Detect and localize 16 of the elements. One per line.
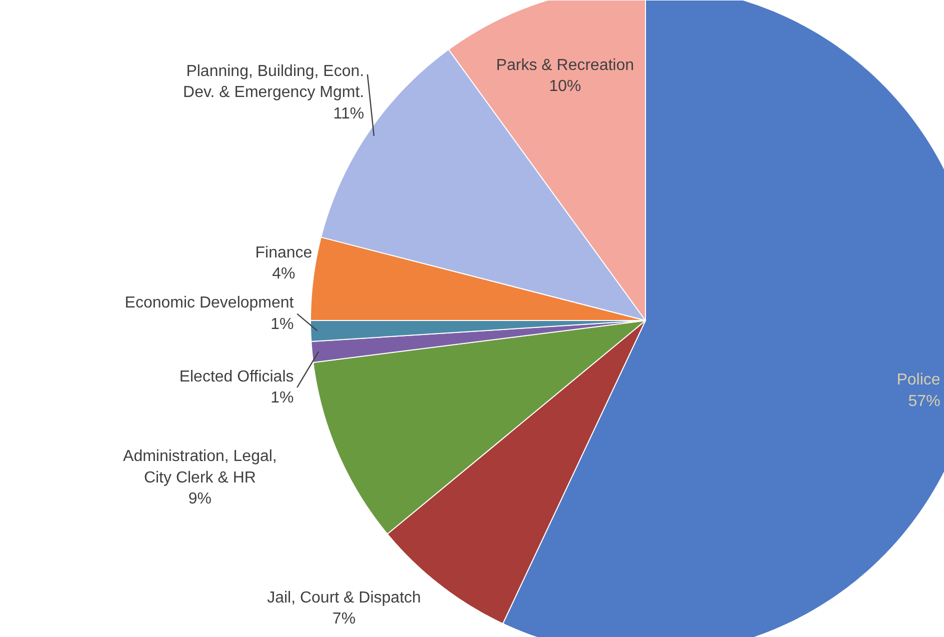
slice-label: Elected Officials	[179, 368, 294, 386]
slice-label: Administration, Legal, City Clerk & HR	[123, 448, 277, 486]
slice-label: Planning, Building, Econ. Dev. & Emergency Mgmt.	[183, 62, 364, 102]
slice-label: Police	[896, 372, 940, 389]
slice-label: Finance	[255, 244, 312, 262]
data-label: 4%	[272, 266, 296, 283]
data-label: 57%	[908, 392, 940, 410]
data-label: 1%	[270, 390, 294, 407]
slice-label: Parks & Recreation	[496, 56, 634, 74]
data-label: 1%	[270, 316, 294, 333]
data-label: 11%	[333, 105, 364, 122]
data-label: 10%	[549, 78, 582, 96]
data-label: 7%	[332, 610, 356, 628]
slice-label: Jail, Court & Dispatch	[267, 589, 421, 606]
data-label: 9%	[188, 490, 212, 508]
slice-label: Economic Development	[124, 294, 294, 312]
